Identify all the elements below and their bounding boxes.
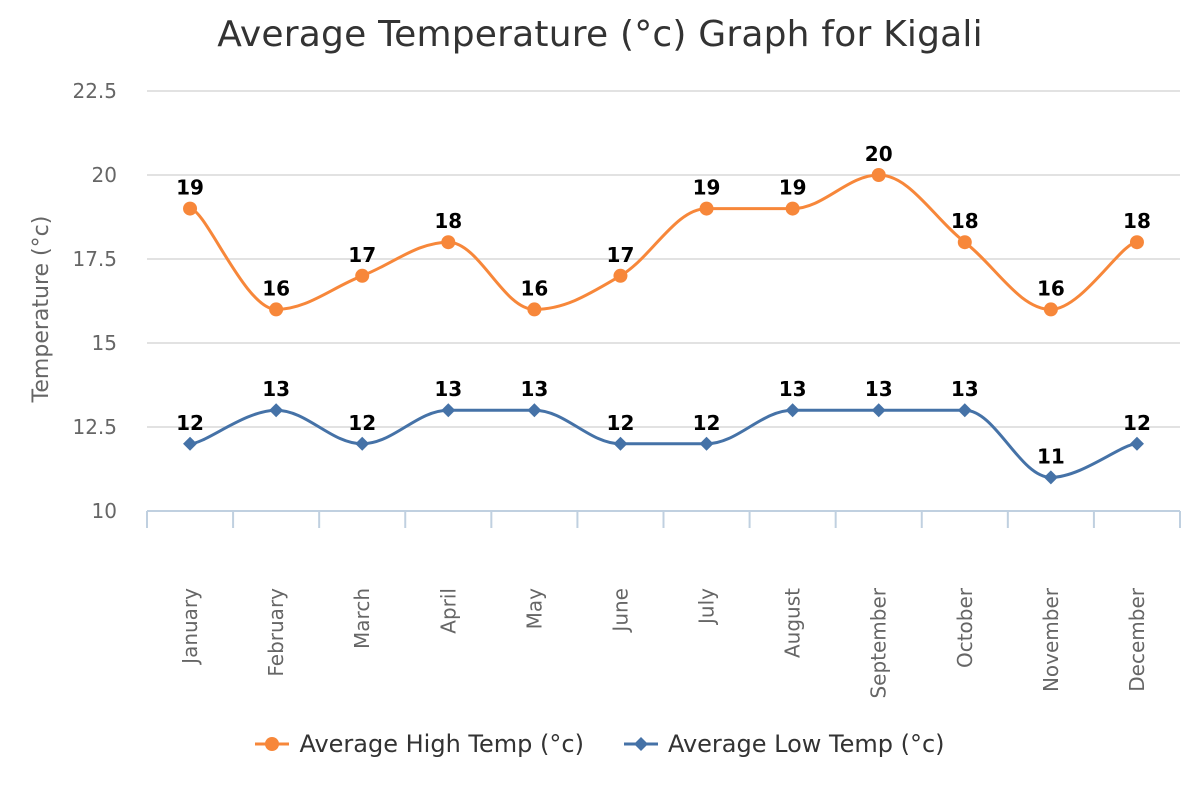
x-tick-label: February [264,588,288,677]
x-tick-label: December [1125,587,1149,691]
data-label: 11 [1037,444,1065,468]
data-label: 13 [779,377,807,401]
diamond-marker-icon [623,737,658,751]
data-point-low[interactable] [269,403,284,418]
data-label: 18 [1123,209,1151,233]
x-tick-label: June [608,588,632,634]
data-label: 12 [1123,411,1151,435]
data-label: 17 [348,243,376,267]
data-point-high[interactable] [613,268,628,283]
data-point-high[interactable] [183,201,198,216]
x-tick-label: October [953,587,977,668]
data-point-high[interactable] [699,201,714,216]
series-line-low [188,408,1139,479]
data-label: 16 [1037,276,1065,300]
data-label: 13 [865,377,893,401]
data-label: 13 [520,377,548,401]
legend-item-low[interactable]: Average Low Temp (°c) [623,730,945,758]
data-point-low[interactable] [183,436,198,451]
data-point-low[interactable] [527,403,542,418]
data-point-high[interactable] [957,235,972,250]
chart-title: Average Temperature (°c) Graph for Kigal… [217,14,983,55]
data-point-high[interactable] [1043,302,1058,317]
x-tick-label: August [781,588,805,658]
y-tick-label: 20 [92,163,117,187]
legend-label-high: Average High Temp (°c) [299,730,584,758]
data-point-low[interactable] [441,403,456,418]
data-label: 12 [348,411,376,435]
x-tick-label: January [178,588,202,666]
data-label: 13 [262,377,290,401]
data-point-low[interactable] [355,436,370,451]
data-point-low[interactable] [957,403,972,418]
data-label: 16 [262,276,290,300]
data-point-high[interactable] [1129,235,1144,250]
data-point-high[interactable] [785,201,800,216]
data-point-low[interactable] [1043,470,1058,485]
legend-label-low: Average Low Temp (°c) [667,730,945,758]
data-label: 18 [434,209,462,233]
data-label: 18 [951,209,979,233]
y-tick-label: 10 [92,499,117,523]
y-tick-label: 22.5 [72,79,117,103]
x-tick-label: September [867,587,891,698]
x-tick-label: November [1039,587,1063,692]
data-point-high[interactable] [871,168,886,182]
circle-marker-icon [255,737,290,751]
data-label: 13 [434,377,462,401]
data-point-low[interactable] [785,403,800,418]
y-tick-label: 12.5 [72,415,117,439]
data-label: 12 [607,411,635,435]
data-label: 16 [520,276,548,300]
y-tick-label: 17.5 [72,247,117,271]
data-point-low[interactable] [613,436,628,451]
data-point-high[interactable] [269,302,284,317]
data-labels: 19 16 17 18 16 17 19 19 20 18 16 18 12 13 12 13 13 12 12 13… [176,142,1151,468]
axes: 10 12.5 15 17.5 20 22.5 Temperature (°c) Januar… [29,79,1181,699]
legend: Average High Temp (°c) Average Low Temp … [0,730,1200,758]
data-point-high[interactable] [527,302,542,317]
series-layer [183,168,1144,485]
data-point-low[interactable] [699,436,714,451]
series-line-high [188,173,1139,311]
data-label: 19 [176,176,204,200]
legend-item-high[interactable]: Average High Temp (°c) [255,730,584,758]
data-label: 17 [607,243,635,267]
data-label: 19 [779,176,807,200]
x-tick-label: April [436,588,460,634]
x-tick-label: May [522,588,546,630]
x-tick-label: July [695,588,719,626]
y-tick-label: 15 [92,331,117,355]
data-point-high[interactable] [355,268,370,283]
data-point-low[interactable] [871,403,886,418]
data-label: 12 [176,411,204,435]
data-label: 19 [693,176,721,200]
y-axis-title: Temperature (°c) [29,216,54,404]
data-label: 20 [865,142,893,166]
data-point-high[interactable] [441,235,456,250]
data-label: 12 [693,411,721,435]
data-label: 13 [951,377,979,401]
data-point-low[interactable] [1129,436,1144,451]
x-tick-label: March [350,588,374,649]
